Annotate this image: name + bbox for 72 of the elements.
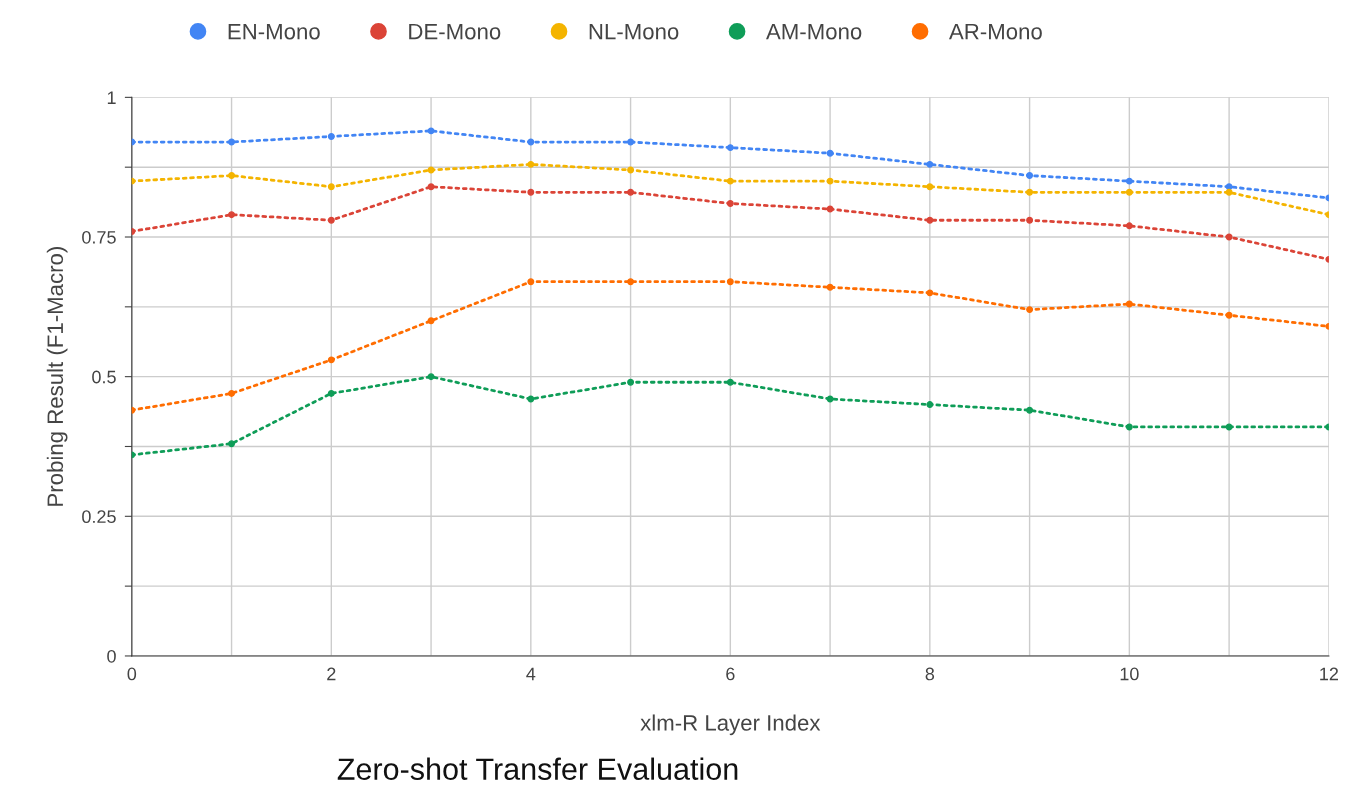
point	[228, 211, 236, 219]
x-tick-label: 0	[127, 667, 137, 681]
point	[726, 278, 734, 286]
point	[726, 177, 734, 185]
point	[427, 373, 435, 381]
point	[427, 183, 435, 191]
point	[726, 200, 734, 207]
text: Zero-shot Transfer Evaluation	[337, 757, 738, 780]
x-tick-label: 4	[526, 667, 536, 681]
point	[1026, 216, 1034, 224]
x-tick-label: 2	[327, 667, 336, 681]
point	[1125, 300, 1133, 308]
point	[826, 283, 834, 291]
point	[1125, 222, 1133, 230]
point	[627, 378, 635, 386]
legend-label: EN-Mono	[228, 23, 320, 40]
legend-label: AR-Mono	[948, 23, 1042, 40]
legend-label: NL-Mono	[589, 23, 679, 40]
point	[726, 378, 734, 386]
point	[926, 216, 934, 224]
point	[1225, 188, 1233, 196]
point	[627, 138, 635, 146]
point	[726, 144, 734, 152]
point	[1125, 188, 1133, 196]
y-axis-title: Probing Result (F1-Macro)	[46, 247, 68, 506]
point	[527, 278, 535, 286]
point	[327, 216, 335, 224]
y-tick-label: 1	[107, 91, 116, 104]
x-tick-label: 8	[925, 667, 935, 681]
y-tick-label: 0	[107, 649, 116, 663]
y-tick-label: 0.5	[92, 370, 116, 384]
point	[1026, 306, 1034, 314]
point	[926, 160, 934, 168]
point	[1225, 423, 1233, 431]
point	[1125, 177, 1133, 185]
point	[1125, 423, 1133, 431]
point	[926, 289, 934, 297]
y-tick-label: 0.75	[82, 230, 116, 244]
point	[228, 172, 236, 180]
point	[228, 138, 236, 146]
point	[627, 166, 635, 174]
point	[327, 356, 335, 364]
point	[926, 183, 934, 191]
y-tick-label: 0.25	[82, 510, 116, 524]
point	[527, 160, 535, 168]
point	[826, 149, 834, 157]
point	[1026, 188, 1034, 196]
point	[427, 317, 435, 325]
point	[228, 389, 236, 397]
point	[327, 389, 335, 397]
point	[926, 401, 934, 409]
legend-label: AM-Mono	[766, 23, 862, 40]
x-tick-label: 6	[726, 667, 735, 681]
point	[826, 177, 834, 185]
point	[826, 205, 834, 213]
point	[427, 127, 435, 135]
point	[1026, 406, 1034, 414]
point	[327, 132, 335, 140]
point	[527, 188, 535, 196]
legend-label: DE-Mono	[409, 23, 501, 40]
point	[527, 395, 535, 403]
x-tick-label: 12	[1320, 667, 1338, 681]
point	[527, 138, 535, 146]
point	[228, 440, 236, 448]
point	[327, 183, 335, 191]
point	[627, 278, 635, 286]
point	[627, 188, 635, 196]
point	[1225, 311, 1233, 319]
point	[1026, 172, 1034, 180]
x-tick-label: 10	[1120, 667, 1139, 681]
point	[1225, 183, 1233, 191]
x-axis-title: xlm-R Layer Index	[640, 714, 821, 736]
